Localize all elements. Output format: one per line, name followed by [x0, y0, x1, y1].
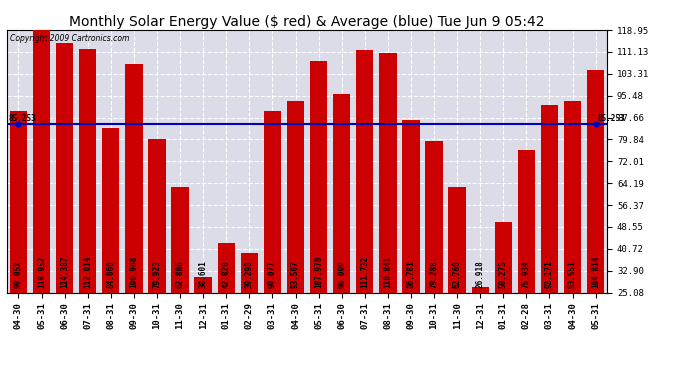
Bar: [356, 50, 373, 292]
Bar: [402, 120, 420, 292]
Bar: [102, 128, 119, 292]
Text: 79.923: 79.923: [152, 261, 161, 288]
Text: 75.934: 75.934: [522, 261, 531, 288]
Text: Copyright 2009 Cartronics.com: Copyright 2009 Cartronics.com: [10, 34, 129, 43]
Text: 30.601: 30.601: [199, 261, 208, 288]
Text: 85.253: 85.253: [8, 114, 36, 123]
Bar: [495, 222, 512, 292]
Title: Monthly Solar Energy Value ($ red) & Average (blue) Tue Jun 9 05:42: Monthly Solar Energy Value ($ red) & Ave…: [69, 15, 545, 29]
Bar: [310, 61, 327, 292]
Bar: [264, 111, 281, 292]
Text: 86.781: 86.781: [406, 261, 415, 288]
Text: 104.814: 104.814: [591, 256, 600, 288]
Text: 92.171: 92.171: [545, 261, 554, 288]
Text: 118.952: 118.952: [37, 256, 46, 288]
Bar: [10, 111, 27, 292]
Bar: [195, 277, 212, 292]
Bar: [79, 50, 97, 292]
Text: 62.760: 62.760: [453, 261, 462, 288]
Text: 85.253: 85.253: [598, 114, 626, 123]
Bar: [241, 253, 258, 292]
Text: 90.077: 90.077: [268, 261, 277, 288]
Bar: [56, 43, 73, 292]
Text: 93.507: 93.507: [291, 261, 300, 288]
Bar: [471, 287, 489, 292]
Text: 42.820: 42.820: [221, 261, 230, 288]
Text: 79.288: 79.288: [430, 261, 439, 288]
Text: 39.298: 39.298: [245, 261, 254, 288]
Text: 106.968: 106.968: [130, 256, 139, 288]
Bar: [217, 243, 235, 292]
Bar: [333, 94, 351, 292]
Bar: [425, 141, 443, 292]
Text: 112.014: 112.014: [83, 256, 92, 288]
Bar: [448, 187, 466, 292]
Text: 84.060: 84.060: [106, 261, 115, 288]
Text: 26.918: 26.918: [475, 261, 484, 288]
Text: 96.009: 96.009: [337, 261, 346, 288]
Text: 50.275: 50.275: [499, 261, 508, 288]
Text: 114.387: 114.387: [60, 256, 69, 288]
Bar: [518, 150, 535, 292]
Bar: [564, 101, 581, 292]
Bar: [171, 187, 189, 292]
Text: 90.052: 90.052: [14, 261, 23, 288]
Text: 110.841: 110.841: [384, 256, 393, 288]
Bar: [148, 139, 166, 292]
Bar: [33, 30, 50, 292]
Bar: [287, 101, 304, 292]
Text: 107.970: 107.970: [314, 256, 323, 288]
Text: 62.886: 62.886: [175, 261, 184, 288]
Bar: [587, 69, 604, 292]
Bar: [125, 63, 143, 292]
Bar: [380, 53, 397, 292]
Bar: [541, 105, 558, 292]
Text: 93.551: 93.551: [568, 261, 577, 288]
Text: 111.732: 111.732: [360, 256, 369, 288]
